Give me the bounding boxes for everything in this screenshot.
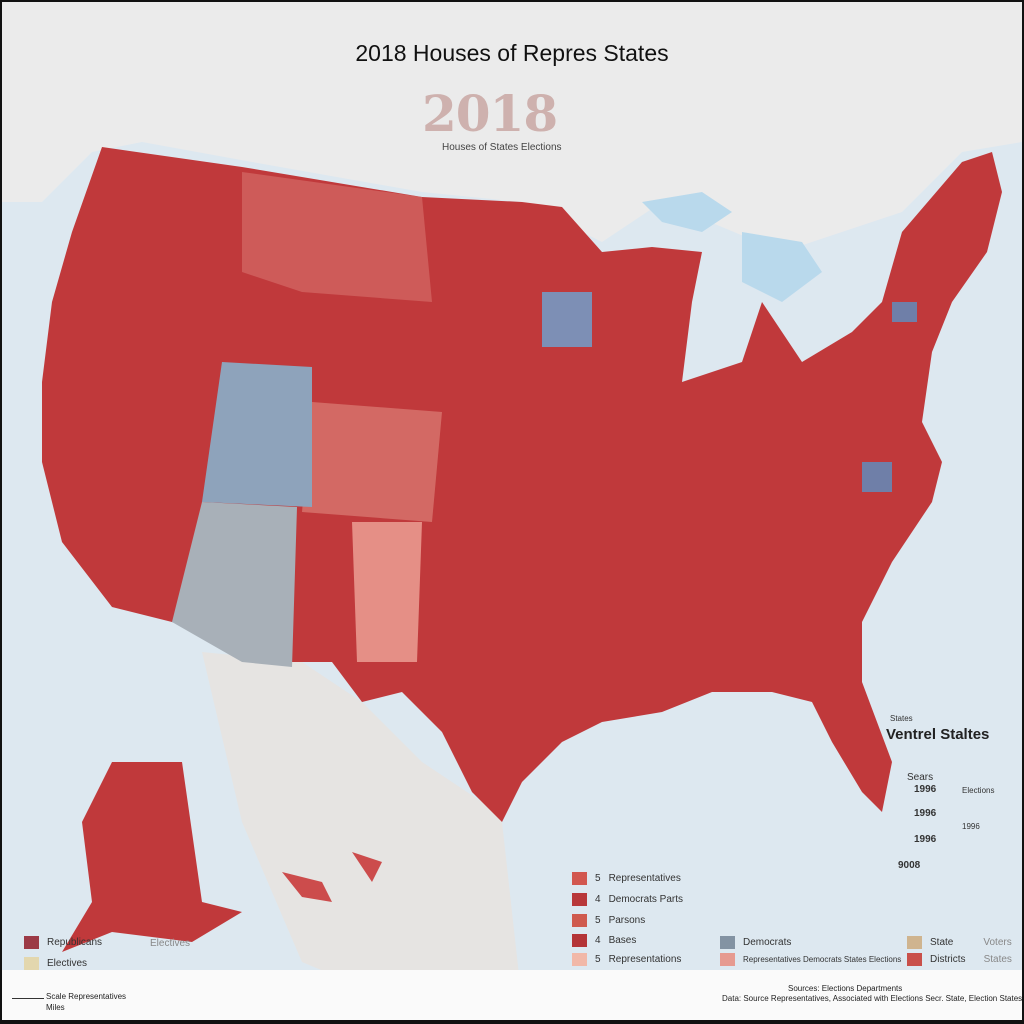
northern-plains-states — [242, 172, 432, 302]
legend-item: State Voters — [907, 936, 1012, 949]
inset-label: 1996 — [914, 808, 937, 819]
scale-label: Scale Representatives — [46, 992, 127, 1001]
scale-unit: Miles — [46, 1003, 65, 1012]
colorado-state — [302, 402, 442, 522]
legend-label: Parsons — [608, 915, 646, 926]
inset-label: 1996 — [914, 834, 937, 845]
inset-label: 9008 — [898, 860, 921, 871]
legend-item: Democrats — [720, 936, 791, 949]
inset-label: Sears — [907, 772, 934, 783]
legend-item: Republicans — [24, 936, 102, 949]
year-graphic: 2018 — [422, 84, 558, 143]
inset-heading: Ventrel Staltes — [886, 726, 990, 743]
alaska — [62, 762, 242, 952]
legend-swatch — [24, 957, 39, 970]
legend-item: 5 Representatives — [572, 872, 681, 885]
footer: Scale Representatives Miles Sources: Ele… — [2, 970, 1022, 1020]
legend-label: Representations — [608, 954, 682, 965]
blue-district — [862, 302, 917, 492]
new-mexico-state — [352, 522, 422, 662]
inset-note: Elections — [962, 786, 995, 795]
legend-item: Districts States — [907, 953, 1012, 966]
legend-note: Electives — [150, 938, 191, 949]
legend-item: 5 Representations — [572, 953, 681, 966]
map-title: 2018 Houses of Repres States — [355, 40, 669, 66]
hawaii-islands — [282, 852, 382, 902]
utah-state — [202, 362, 312, 507]
legend-label: Democrats Parts — [608, 894, 684, 905]
arizona-state — [172, 502, 297, 667]
map-subtitle: Houses of States Elections — [442, 142, 562, 153]
legend-label: Republicans — [47, 937, 103, 948]
legend-label: Democrats — [743, 937, 792, 948]
legend-item: Electives — [24, 957, 87, 970]
blue-district — [542, 292, 592, 347]
legend-label: Electives — [47, 958, 88, 969]
canada-land — [2, 2, 1022, 252]
legend-swatch — [24, 936, 39, 949]
legend-item: 4 Bases — [572, 934, 636, 947]
legend-item: Representatives Democrats States Electio… — [720, 953, 901, 966]
footer-heading: Sources: Elections Departments — [788, 984, 903, 993]
legend-label: Representatives Democrats States Electio… — [743, 955, 902, 964]
scale-bar — [12, 998, 44, 999]
footer-text: Data: Source Representatives, Associated… — [722, 994, 1022, 1003]
legend-label: Bases — [608, 935, 637, 946]
legend-item: 4 Democrats Parts — [572, 893, 683, 906]
legend-label: Representatives — [608, 873, 681, 884]
great-lakes — [642, 192, 822, 302]
inset-small-label: States — [890, 714, 913, 723]
inset-label: 1996 — [914, 784, 937, 795]
legend-item: 5 Parsons — [572, 914, 645, 927]
mexico-land — [202, 652, 522, 1012]
inset-note: 1996 — [962, 822, 980, 831]
